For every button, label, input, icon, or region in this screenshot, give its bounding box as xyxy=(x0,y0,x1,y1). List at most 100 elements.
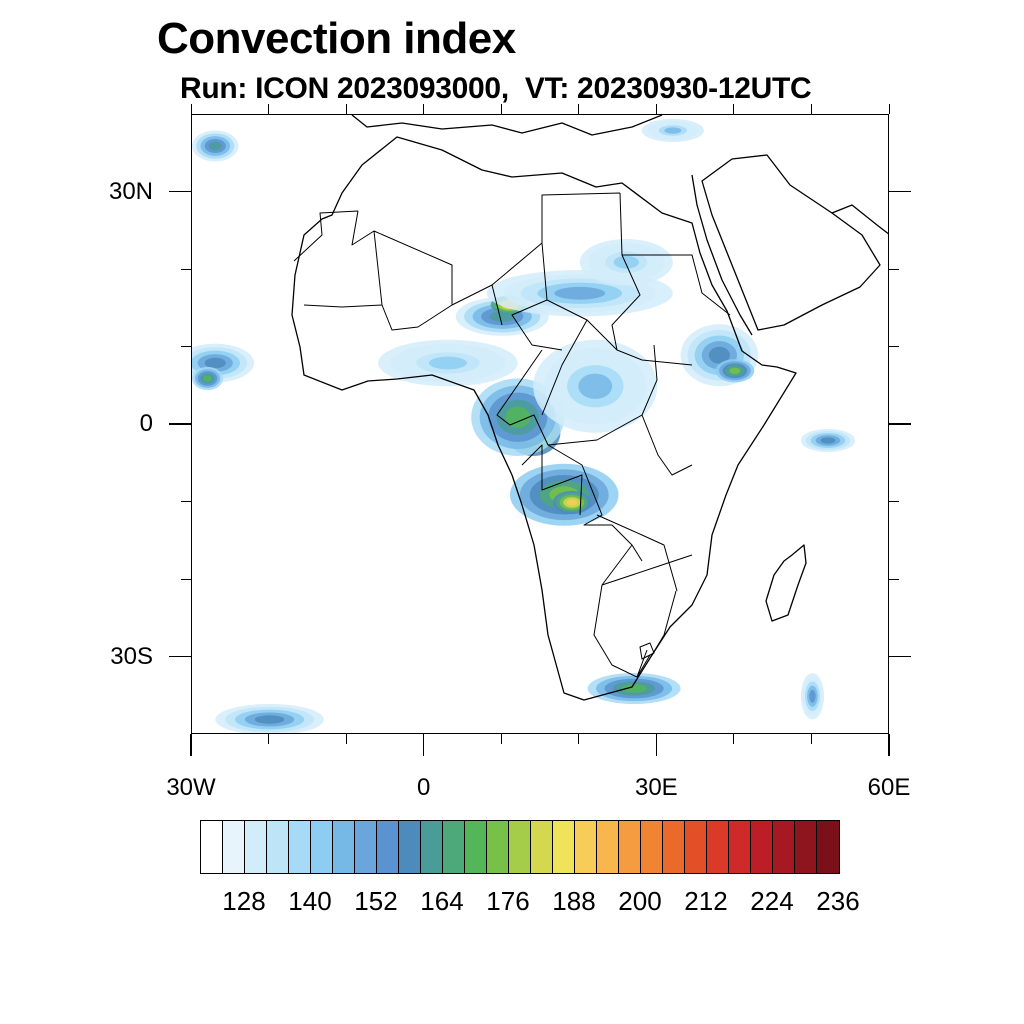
y-minor-tick xyxy=(181,578,191,580)
x-minor-tick xyxy=(345,104,347,114)
colorbar-swatch xyxy=(201,821,223,873)
colorbar-swatch xyxy=(817,821,839,873)
x-minor-tick xyxy=(578,734,580,744)
colorbar-swatch xyxy=(575,821,597,873)
colorbar-swatch xyxy=(289,821,311,873)
madagascar-coastline xyxy=(765,544,807,622)
x-minor-tick xyxy=(268,734,270,744)
y-tick-label: 30N xyxy=(108,177,153,205)
y-minor-tick xyxy=(889,656,899,657)
x-minor-tick xyxy=(810,734,812,744)
x-minor-tick xyxy=(578,104,580,114)
x-minor-tick xyxy=(190,104,192,114)
colorbar-swatch xyxy=(333,821,355,873)
y-tick xyxy=(889,655,911,658)
colorbar-swatch xyxy=(443,821,465,873)
x-tick-label: 30E xyxy=(634,774,678,801)
colorbar-swatch xyxy=(509,821,531,873)
colorbar-swatch xyxy=(795,821,817,873)
x-minor-tick xyxy=(345,734,347,744)
x-minor-tick xyxy=(888,734,890,744)
x-tick xyxy=(655,734,658,756)
colorbar-swatch xyxy=(245,821,267,873)
map-canvas xyxy=(192,115,888,733)
convection-area xyxy=(505,406,531,428)
africa-coastline xyxy=(291,136,797,701)
y-minor-tick xyxy=(889,268,899,270)
convection-area xyxy=(613,255,640,269)
x-minor-tick xyxy=(733,734,735,744)
convection-area xyxy=(554,286,606,300)
colorbar-swatch xyxy=(377,821,399,873)
colorbar-swatch xyxy=(399,821,421,873)
y-minor-tick xyxy=(889,346,899,347)
x-minor-tick xyxy=(655,734,657,744)
colorbar-swatch xyxy=(487,821,509,873)
x-tick-label: 0 xyxy=(416,774,431,801)
y-minor-tick xyxy=(181,191,191,192)
colorbar-swatch xyxy=(685,821,707,873)
convection-area xyxy=(664,127,682,134)
convection-area xyxy=(729,367,741,374)
x-minor-tick xyxy=(888,104,890,114)
red-sea-coast xyxy=(691,174,753,336)
colorbar-label: 200 xyxy=(618,886,662,916)
convection-area xyxy=(203,375,212,382)
colorbar-swatch xyxy=(597,821,619,873)
y-tick xyxy=(889,190,911,193)
colorbar-swatch xyxy=(751,821,773,873)
y-minor-tick xyxy=(181,423,191,425)
colorbar-swatch xyxy=(773,821,795,873)
y-minor-tick xyxy=(181,656,191,657)
country-borders xyxy=(293,192,731,678)
y-tick xyxy=(169,423,191,425)
y-tick xyxy=(889,423,911,425)
y-tick xyxy=(169,190,191,193)
y-tick-label: 0 xyxy=(139,410,153,437)
convection-area xyxy=(204,357,226,369)
x-tick-label: 30W xyxy=(166,774,216,801)
convection-area xyxy=(578,373,613,399)
colorbar-swatch xyxy=(223,821,245,873)
y-minor-tick xyxy=(889,578,899,580)
x-tick xyxy=(422,734,425,756)
colorbar-label: 140 xyxy=(288,886,332,916)
x-minor-tick xyxy=(810,104,812,114)
colorbar xyxy=(200,820,840,874)
lesotho-border xyxy=(639,642,655,660)
colorbar-swatch xyxy=(641,821,663,873)
x-minor-tick xyxy=(423,104,425,114)
colorbar-label: 212 xyxy=(684,886,728,916)
convection-area xyxy=(708,346,730,364)
colorbar-swatch xyxy=(355,821,377,873)
y-tick-label: 30S xyxy=(110,642,153,670)
colorbar-label: 152 xyxy=(354,886,398,916)
y-minor-tick xyxy=(889,501,899,502)
x-minor-tick xyxy=(500,734,502,744)
y-minor-tick xyxy=(889,191,899,192)
convection-area xyxy=(820,437,836,444)
x-tick-label: 60E xyxy=(867,774,911,801)
chart-title: Convection index xyxy=(157,14,516,63)
colorbar-label: 176 xyxy=(486,886,530,916)
colorbar-swatch xyxy=(729,821,751,873)
map-frame xyxy=(191,114,889,734)
y-minor-tick xyxy=(181,346,191,347)
colorbar-label: 224 xyxy=(750,886,794,916)
x-minor-tick xyxy=(268,104,270,114)
convection-area xyxy=(621,684,647,693)
y-minor-tick xyxy=(181,501,191,502)
x-tick xyxy=(888,734,890,756)
colorbar-swatch xyxy=(465,821,487,873)
x-minor-tick xyxy=(190,734,192,744)
colorbar-swatch xyxy=(553,821,575,873)
convection-area xyxy=(208,141,222,151)
chart-subtitle: Run: ICON 2023093000, VT: 20230930-12UTC xyxy=(180,72,812,105)
convection-area xyxy=(428,356,467,370)
colorbar-label: 236 xyxy=(816,886,860,916)
x-tick xyxy=(190,734,192,756)
colorbar-label: 188 xyxy=(552,886,596,916)
convection-area xyxy=(566,499,578,506)
colorbar-swatch xyxy=(311,821,333,873)
convection-area xyxy=(254,715,285,724)
